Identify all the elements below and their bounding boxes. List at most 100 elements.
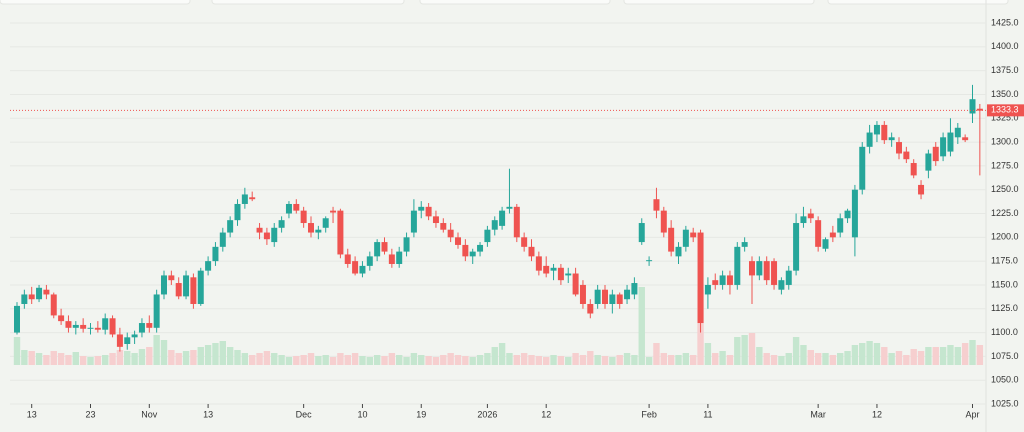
volume-bar [623,353,631,365]
volume-bar [498,343,506,365]
x-tick-label: Apr [965,409,979,419]
candle-body [719,275,726,285]
volume-bar [241,353,249,365]
volume-bar [278,355,285,365]
candle-body [675,246,682,257]
volume-bar [491,347,498,365]
tab [827,0,1009,5]
volume-bar [403,357,410,365]
volume-bar [13,337,21,365]
volume-bar [660,353,667,365]
candle-body [308,223,314,233]
volume-bar [579,355,587,365]
volume-bar [851,345,859,365]
volume-bar [638,287,645,365]
candle-body [910,163,917,176]
volume-bar [307,353,315,365]
volume-bar [65,355,72,365]
candle-body [410,210,417,233]
x-tick-label: 19 [416,409,426,419]
volume-bar [719,351,726,365]
candle-body [896,142,902,154]
volume-bar [344,355,351,365]
candle-body [36,287,43,300]
candle-body [837,218,844,233]
volume-bar [256,353,263,365]
volume-bar [381,356,388,365]
volume-bar [807,350,814,365]
candle-body [763,261,770,281]
candle-body [330,210,337,213]
y-tick-label: 1325.0 [991,113,1019,123]
volume-bar [910,349,917,365]
volume-bar [359,356,366,365]
volume-bar [21,350,28,365]
candle-body [646,260,653,262]
volume-bar [197,347,204,365]
candle-body [138,323,145,333]
x-tick-label: 12 [541,409,551,419]
candle-body [249,197,256,200]
candle-body [888,137,895,141]
volume-bar [748,333,756,365]
candle-body [205,261,212,271]
y-tick-label: 1425.0 [991,17,1019,27]
last-price-label: 1333.3 [991,105,1019,115]
volume-bar [146,347,153,365]
y-tick-label: 1125.0 [991,303,1018,313]
y-tick-label: 1300.0 [991,136,1019,146]
volume-bar [712,353,719,365]
candle-body [146,323,153,328]
candle-body [976,108,983,111]
candle-body [153,294,160,328]
volume-bar [440,355,447,365]
volume-bar [337,353,344,365]
volume-bar [785,353,792,365]
candle-body [528,246,535,257]
candle-body [190,277,197,304]
candle-body [124,337,131,344]
x-tick-label: 10 [357,409,367,419]
volume-bar [506,353,513,365]
y-tick-label: 1075.0 [991,351,1019,361]
candle-body [278,220,285,228]
y-tick-label: 1100.0 [991,327,1018,337]
candle-body [168,275,175,281]
candle-body [263,232,270,240]
volume-bar [462,356,469,365]
volume-bar [425,356,432,365]
candle-body [918,184,925,195]
volume-bar [631,355,638,365]
x-tick-label: Nov [141,409,158,419]
candle-body [65,321,72,328]
volume-bar [814,353,822,365]
candle-body [366,256,373,266]
volume-bar [961,343,969,365]
candle-body [469,251,476,257]
candle-body [337,210,344,255]
y-tick-label: 1050.0 [991,375,1019,385]
candle-body [594,289,601,304]
volume-bar [792,337,800,365]
top-tabs [0,0,1009,5]
candle-body [778,280,785,290]
candle-body [932,146,939,162]
volume-bar [454,355,462,365]
candle-body [690,232,697,238]
tab [211,0,405,5]
candle-body [300,210,307,224]
candle-body [925,153,932,171]
candle-body [212,246,219,262]
candle-body [94,327,101,330]
candle-body [962,137,969,141]
tab [419,0,611,5]
candle-body [726,275,733,285]
volume-bar [160,340,168,365]
candle-body [653,199,660,211]
candle-body [800,216,807,224]
volume-bar [388,353,396,365]
volume-bar [315,356,322,365]
candle-body [506,206,513,209]
